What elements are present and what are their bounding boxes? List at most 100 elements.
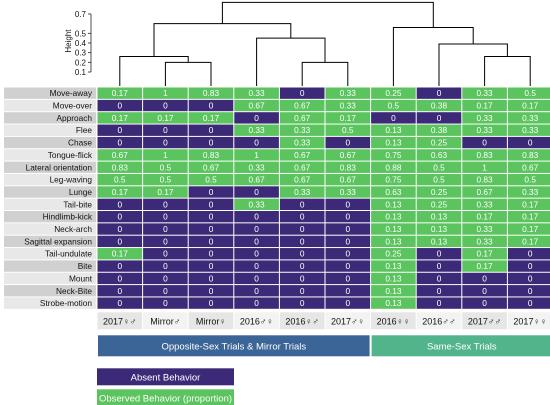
cell-value: 0.13 [385,298,402,308]
row-label: Lunge [69,187,92,197]
cell-value: 0.5 [342,125,354,135]
heatmap-cell [371,285,416,297]
heatmap-cell [325,272,371,285]
cell-value: 0 [345,261,350,271]
row-label-bg [4,297,96,309]
column-label: 2017♂♂ [468,316,502,326]
heatmap-cell [507,87,550,99]
row-label: Move-over [53,101,92,111]
heatmap-cell [97,186,143,198]
heatmap-cell [507,223,550,235]
cell-value: 0 [345,286,350,296]
heatmap-cell [143,248,188,260]
heatmap-cell [188,161,234,173]
cell-value: 0.17 [477,249,494,259]
heatmap-cell [462,161,507,173]
column-label: 2017♀♀ [513,316,547,326]
cell-value: 0 [345,138,350,148]
heatmap-cell [416,186,462,198]
row-label: Neck-Bite [56,286,92,296]
heatmap-cell [188,112,234,124]
cell-value: 0.33 [340,88,357,98]
heatmap-cell [143,198,188,210]
heatmap-cell [143,124,188,136]
cell-value: 0 [300,236,305,246]
heatmap-cell [462,211,507,223]
cell-value: 0 [209,224,214,234]
heatmap-cell [234,87,279,99]
column-label-bg [507,312,550,330]
cell-value: 0.17 [112,249,129,259]
heatmap-cell [97,260,143,272]
cell-value: 0 [482,298,487,308]
heatmap-cell [188,173,234,186]
cell-value: 0 [300,286,305,296]
row-label-bg [4,235,96,248]
heatmap-cell [325,235,371,248]
heatmap-cell [234,272,279,285]
legend-swatch [97,389,234,405]
cell-value: 0 [209,125,214,135]
cell-value: 0.17 [112,187,129,197]
heatmap-cell [507,112,550,124]
heatmap-cell [97,99,143,112]
cell-value: 0 [528,273,533,283]
heatmap-cell [234,161,279,173]
row-label: Tail-bite [63,199,92,209]
dendrogram-branch [438,43,508,86]
cell-value: 0 [345,249,350,259]
cell-value: 0.63 [431,150,448,160]
cell-value: 0.17 [340,113,357,123]
column-label: 2016♀♂ [285,316,319,326]
cell-value: 0.67 [112,150,129,160]
cell-value: 0.33 [477,199,494,209]
heatmap-cell [325,211,371,223]
row-label-bg [4,87,96,99]
heatmap-cell [507,124,550,136]
heatmap-cell [279,223,325,235]
heatmap-cell [416,285,462,297]
heatmap-cell [371,223,416,235]
cell-value: 0 [528,286,533,296]
cell-value: 0 [300,224,305,234]
cell-value: 0.83 [112,162,129,172]
cell-value: 0 [254,187,259,197]
row-label-bg [4,198,96,210]
heatmap-cell [234,235,279,248]
heatmap-cell [462,297,507,309]
cell-value: 0 [117,286,122,296]
heatmap-cell [325,136,371,149]
cell-value: 0.25 [431,138,448,148]
cell-value: 0.13 [385,212,402,222]
group-bars: Opposite-Sex Trials & Mirror Trials Same-… [98,335,550,357]
cell-value: 0.17 [112,88,129,98]
heatmap-cell [416,112,462,124]
group-bar [371,335,550,357]
heatmap-cell [507,235,550,248]
cell-value: 0.17 [522,199,539,209]
heatmap-cell [97,198,143,210]
heatmap-cell [97,297,143,309]
cell-value: 0 [117,101,122,111]
heatmap-cell [279,136,325,149]
heatmap-cell [188,248,234,260]
cell-value: 0 [163,249,168,259]
cell-value: 0 [254,286,259,296]
cell-value: 0.83 [203,150,220,160]
cell-value: 0.13 [385,286,402,296]
dendrogram: 0.10.20.30.40.5 0.7 Height [64,1,531,86]
row-label: Leg-waving [50,175,93,185]
cell-value: 0 [437,249,442,259]
heatmap-cell [507,149,550,161]
cell-value: 0 [209,101,214,111]
heatmap-cell [371,260,416,272]
heatmap-cell [97,112,143,124]
cell-value: 0 [482,138,487,148]
cell-value: 0 [254,273,259,283]
cell-value: 0 [117,298,122,308]
cell-value: 0 [209,199,214,209]
cell-value: 0 [209,138,214,148]
heatmap-cell [507,285,550,297]
column-label: 2016♂♀ [240,316,274,326]
heatmap-cell [234,248,279,260]
